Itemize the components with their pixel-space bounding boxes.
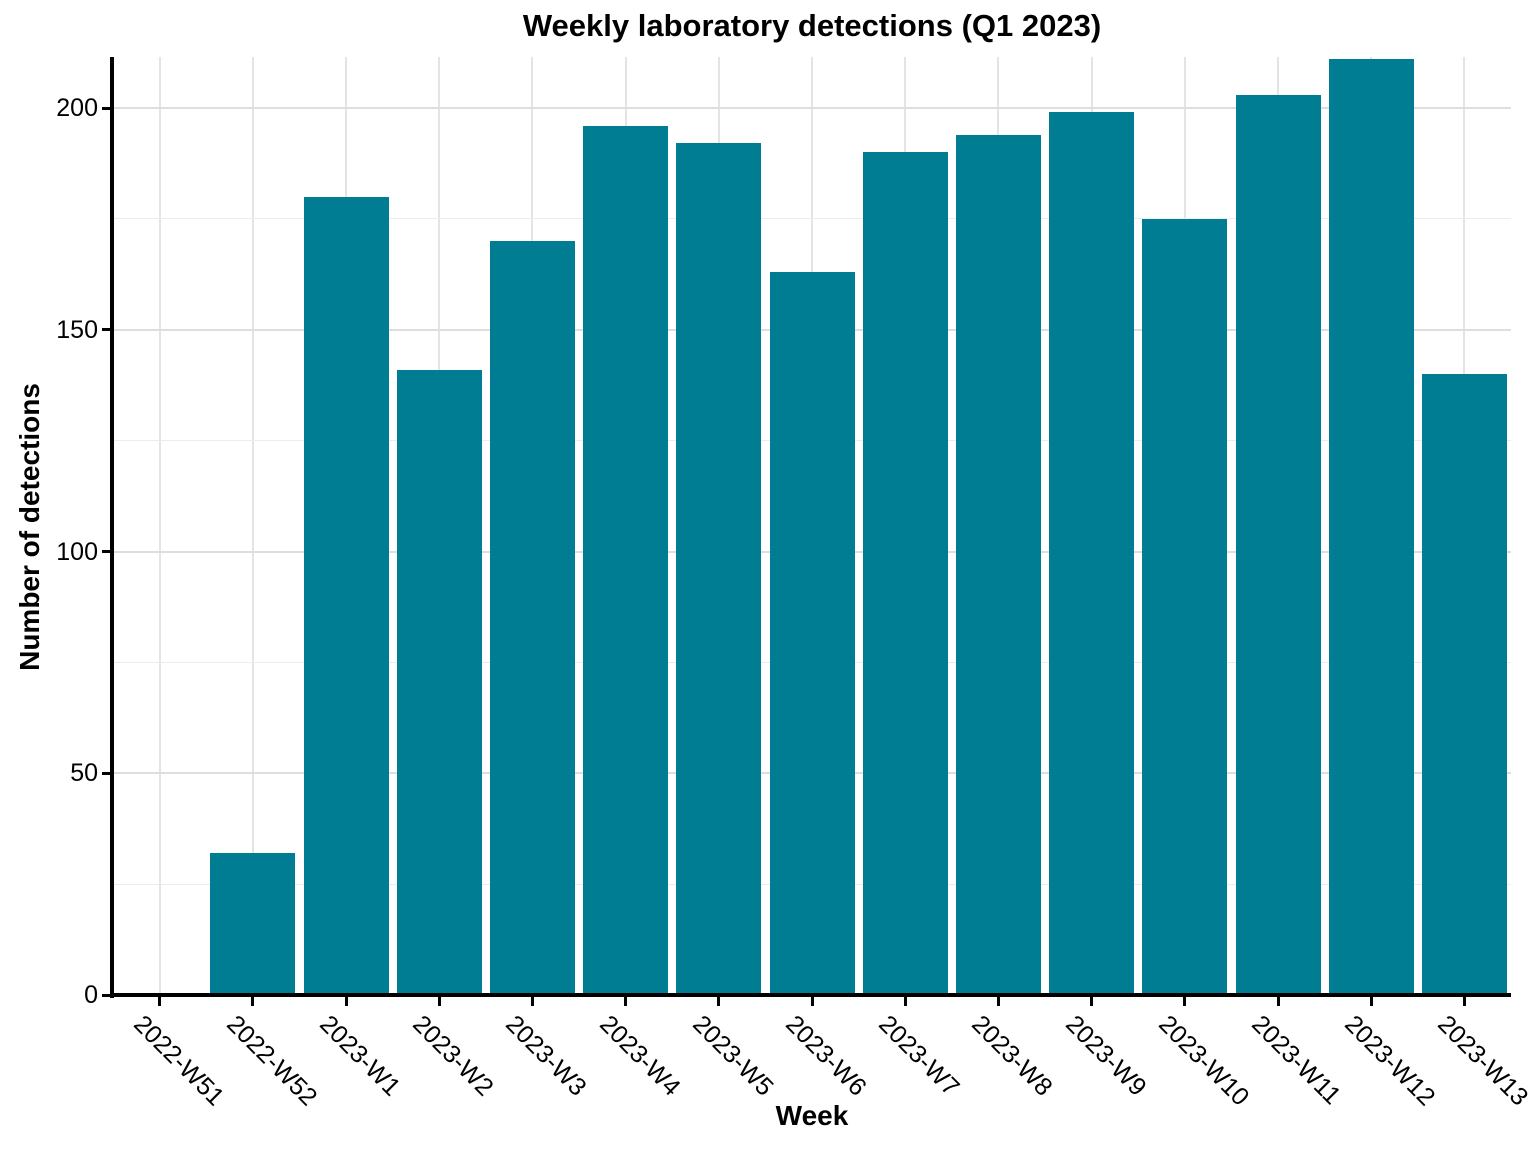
gridline-vertical-2022-W51 bbox=[158, 57, 161, 995]
xtick-label-2023-W2: 2023-W2 bbox=[407, 1010, 499, 1102]
bar-2023-W8 bbox=[955, 134, 1041, 995]
bar-2023-W1 bbox=[303, 196, 389, 995]
x-axis-label: Week bbox=[775, 1100, 849, 1131]
plot-area bbox=[113, 57, 1511, 995]
ytick-mark-y200 bbox=[102, 106, 111, 110]
bar-2023-W7 bbox=[862, 152, 948, 995]
gridline-major-y200 bbox=[113, 107, 1511, 109]
xtick-mark-2023-W13 bbox=[1462, 997, 1466, 1006]
xtick-label-2023-W13: 2023-W13 bbox=[1432, 1010, 1534, 1112]
bar-2023-W12 bbox=[1328, 59, 1414, 995]
xtick-mark-2023-W3 bbox=[530, 997, 534, 1006]
bar-2023-W6 bbox=[769, 272, 855, 995]
xtick-mark-2023-W5 bbox=[717, 997, 721, 1006]
xtick-mark-2023-W4 bbox=[624, 997, 628, 1006]
ytick-mark-y0 bbox=[102, 993, 111, 997]
xtick-mark-2023-W1 bbox=[344, 997, 348, 1006]
bar-2023-W9 bbox=[1049, 112, 1135, 995]
xtick-mark-2023-W2 bbox=[437, 997, 441, 1006]
gridline-vertical-2022-W52 bbox=[251, 57, 254, 995]
ytick-label-y200: 200 bbox=[56, 94, 98, 122]
xtick-label-2022-W51: 2022-W51 bbox=[127, 1010, 230, 1112]
chart-title: Weekly laboratory detections (Q1 2023) bbox=[522, 8, 1102, 43]
y-axis-spine bbox=[110, 57, 114, 998]
xtick-mark-2023-W9 bbox=[1090, 997, 1094, 1006]
xtick-label-2023-W8: 2023-W8 bbox=[966, 1010, 1059, 1102]
xtick-label-2023-W9: 2023-W9 bbox=[1059, 1010, 1152, 1102]
ytick-mark-y50 bbox=[102, 771, 111, 775]
ytick-label-y50: 50 bbox=[70, 759, 98, 788]
x-axis-spine bbox=[110, 993, 1511, 997]
ytick-mark-y150 bbox=[102, 328, 111, 332]
bar-2023-W2 bbox=[396, 369, 482, 995]
xtick-label-2023-W7: 2023-W7 bbox=[873, 1010, 965, 1102]
ytick-label-y150: 150 bbox=[56, 315, 98, 344]
y-axis-label: Number of detections bbox=[14, 383, 45, 671]
xtick-label-2023-W10: 2023-W10 bbox=[1152, 1010, 1255, 1112]
ytick-mark-y100 bbox=[102, 550, 111, 553]
xtick-mark-2023-W7 bbox=[903, 997, 907, 1006]
xtick-mark-2023-W8 bbox=[996, 997, 1000, 1006]
xtick-label-2023-W12: 2023-W12 bbox=[1339, 1010, 1441, 1112]
xtick-mark-2023-W12 bbox=[1369, 997, 1373, 1006]
xtick-label-2023-W3: 2023-W3 bbox=[500, 1010, 593, 1102]
xtick-label-2023-W5: 2023-W5 bbox=[686, 1010, 779, 1102]
xtick-label-2022-W52: 2022-W52 bbox=[220, 1010, 323, 1112]
xtick-label-2023-W4: 2023-W4 bbox=[593, 1010, 686, 1102]
xtick-mark-2022-W51 bbox=[158, 997, 162, 1006]
bar-2023-W13 bbox=[1421, 374, 1507, 995]
bar-2023-W10 bbox=[1142, 218, 1228, 995]
bar-2023-W5 bbox=[676, 143, 762, 995]
xtick-label-2023-W6: 2023-W6 bbox=[780, 1010, 872, 1102]
bar-2023-W4 bbox=[583, 125, 669, 995]
ytick-label-y100: 100 bbox=[56, 537, 98, 566]
ytick-label-y0: 0 bbox=[84, 981, 98, 1009]
xtick-mark-2023-W10 bbox=[1183, 997, 1187, 1006]
bar-2023-W3 bbox=[489, 241, 575, 995]
xtick-mark-2022-W52 bbox=[251, 997, 255, 1006]
gridline-minor-y175 bbox=[113, 218, 1511, 220]
xtick-mark-2023-W11 bbox=[1276, 997, 1280, 1006]
xtick-label-2023-W11: 2023-W11 bbox=[1246, 1010, 1347, 1111]
bar-2023-W11 bbox=[1235, 94, 1321, 995]
xtick-mark-2023-W6 bbox=[810, 997, 814, 1006]
bar-2022-W52 bbox=[210, 853, 296, 995]
xtick-label-2023-W1: 2023-W1 bbox=[314, 1010, 406, 1102]
